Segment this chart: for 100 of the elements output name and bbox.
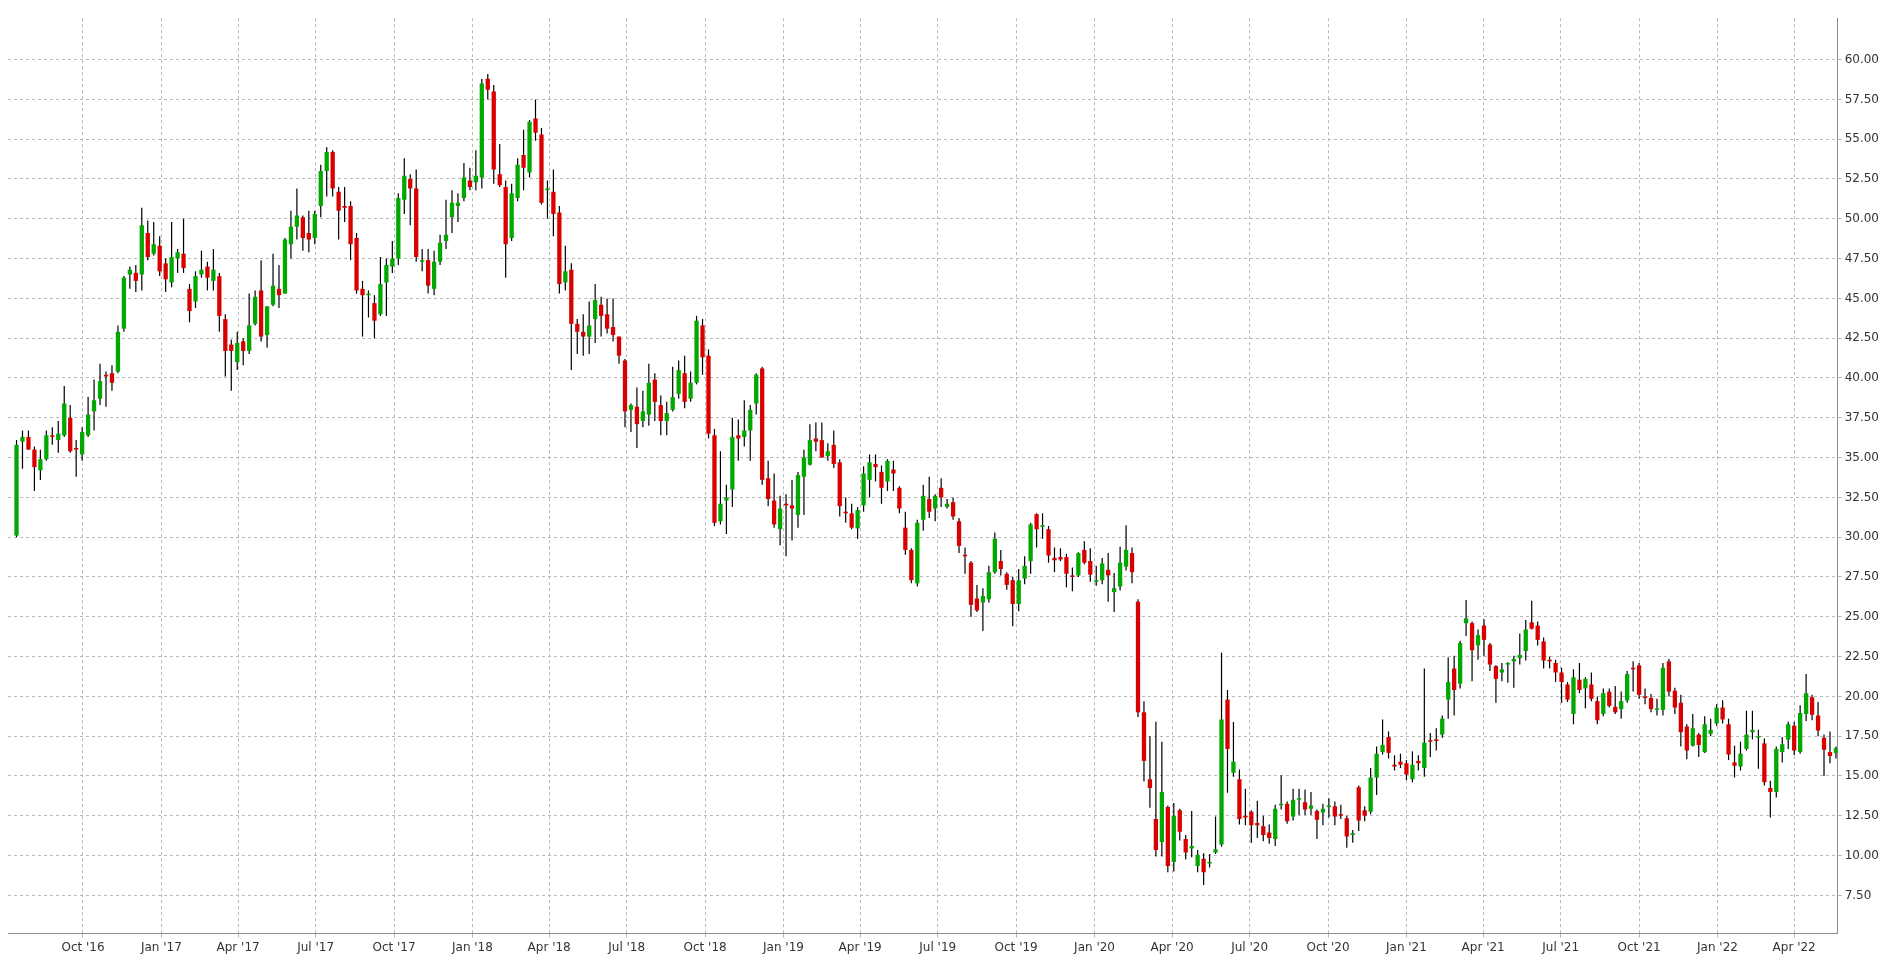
y-tick-label: 42.50	[1844, 330, 1880, 345]
candlestick	[187, 283, 192, 323]
candlestick	[145, 219, 150, 261]
y-tick-label: 45.00	[1844, 290, 1880, 305]
candlestick	[1076, 551, 1081, 578]
candlestick	[1213, 815, 1218, 855]
candlestick	[1040, 512, 1045, 540]
y-tick-label: 10.00	[1844, 847, 1880, 862]
candlestick	[1195, 849, 1200, 873]
x-tick-label: Jul '21	[1541, 939, 1580, 954]
candlestick	[819, 421, 824, 459]
candlestick	[521, 129, 526, 191]
candlestick	[873, 453, 878, 483]
candlestick	[38, 449, 43, 481]
candlestick	[1082, 540, 1087, 565]
candlestick	[1463, 599, 1469, 637]
candlestick	[1642, 687, 1648, 705]
candlestick	[640, 390, 646, 428]
candlestick	[1750, 710, 1755, 740]
candlestick	[26, 429, 31, 451]
candlestick	[1768, 780, 1773, 818]
candlestick	[658, 394, 663, 436]
x-tick-label: Jan '18	[451, 939, 493, 954]
candlestick	[777, 495, 783, 546]
candlestick	[628, 402, 634, 433]
candlestick	[974, 584, 980, 613]
candlestick	[1386, 730, 1391, 760]
candlestick	[1410, 750, 1415, 783]
candlestick	[1302, 788, 1308, 816]
y-tick-label: 50.00	[1844, 210, 1880, 225]
x-tick-label: Jan '22	[1696, 939, 1738, 954]
candlestick	[270, 253, 276, 307]
candlestick	[1261, 815, 1266, 842]
candlestick	[1803, 673, 1809, 722]
candlestick	[97, 363, 103, 406]
candlestick	[408, 173, 413, 226]
candlestick	[241, 337, 246, 366]
candlestick	[1827, 730, 1833, 764]
candlestick	[1648, 693, 1654, 713]
candlestick	[1201, 852, 1206, 886]
candlestick	[205, 261, 210, 292]
candlestick	[575, 318, 580, 355]
candlestick	[610, 297, 616, 342]
candlestick	[766, 460, 771, 507]
x-tick-label: Jan '19	[762, 939, 804, 954]
candlestick	[1290, 788, 1296, 822]
candlestick	[789, 479, 795, 541]
candlestick	[1111, 572, 1117, 613]
candlestick	[109, 364, 115, 392]
candlestick	[1577, 662, 1582, 694]
y-tick-label: 55.00	[1844, 131, 1880, 146]
candlestick	[288, 210, 294, 260]
candlestick	[437, 234, 443, 266]
candlestick	[587, 300, 592, 355]
candlestick	[1720, 699, 1725, 725]
candlestick	[1123, 524, 1129, 572]
candlestick	[372, 294, 377, 339]
candlestick	[1016, 568, 1021, 612]
x-tick-label: Apr '21	[1461, 939, 1505, 954]
candlestick	[1780, 736, 1785, 764]
y-tick-label: 20.00	[1844, 688, 1880, 703]
candlestick	[127, 265, 133, 290]
candlestick	[1786, 721, 1791, 750]
y-tick-label: 35.00	[1844, 449, 1880, 464]
candlestick	[634, 386, 640, 449]
candlestick	[461, 162, 467, 202]
candlestick	[616, 336, 622, 365]
candlestick	[1487, 642, 1493, 672]
candlestick	[1094, 565, 1099, 587]
candlestick	[593, 283, 598, 344]
candlestick	[163, 257, 168, 293]
candlestick	[1481, 618, 1487, 657]
candlestick	[91, 378, 97, 432]
candlestick	[1147, 735, 1153, 809]
candlestick	[1308, 791, 1314, 816]
candlestick	[44, 429, 49, 462]
candlestick	[420, 248, 425, 272]
x-tick-label: Jul '18	[607, 939, 646, 954]
y-tick-label: 57.50	[1844, 91, 1880, 106]
candlestick	[151, 221, 156, 257]
x-tick-label: Oct '21	[1617, 939, 1661, 954]
x-tick-label: Apr '18	[527, 939, 571, 954]
candlestick	[998, 549, 1003, 576]
candlestick	[497, 143, 502, 188]
candlestick	[235, 331, 240, 371]
candlestick	[1022, 555, 1027, 585]
candlestick	[1523, 619, 1528, 662]
candlestick	[1440, 714, 1445, 739]
x-tick-label: Oct '16	[61, 939, 105, 954]
y-tick-label: 25.00	[1844, 608, 1880, 623]
candlestick	[324, 146, 329, 198]
candlestick	[1332, 800, 1337, 826]
y-tick-label: 27.50	[1844, 569, 1880, 584]
candlestick	[1296, 788, 1302, 816]
candlestick	[1475, 628, 1481, 661]
candlestick	[1583, 676, 1588, 709]
candlestick	[74, 439, 79, 478]
candlestick	[32, 445, 37, 492]
candlestick	[688, 371, 693, 403]
candlestick	[1326, 797, 1332, 818]
